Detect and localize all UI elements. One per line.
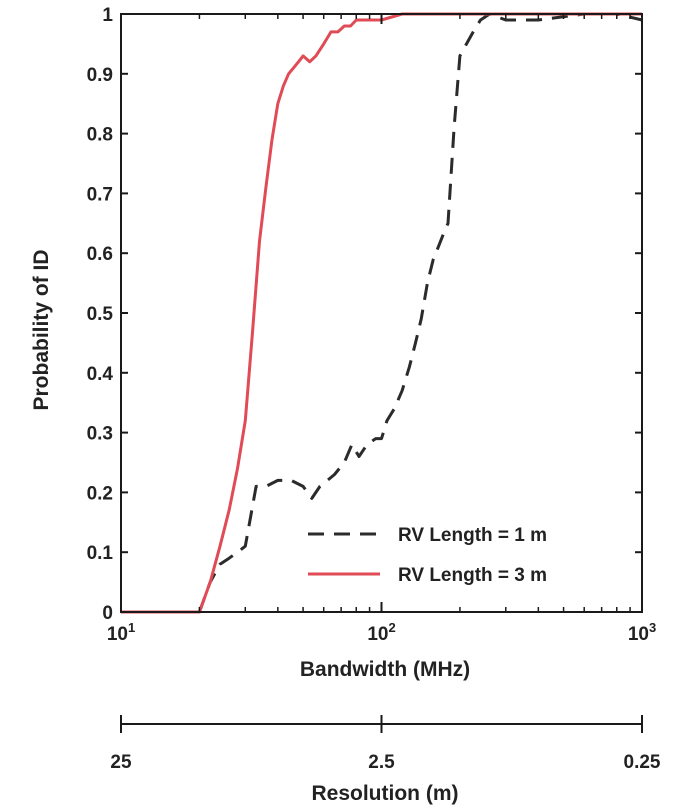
legend-label-series-1: RV Length = 1 m: [398, 525, 547, 546]
x-tick-label: 101: [107, 620, 135, 645]
y-tick-label: 0.2: [87, 483, 113, 504]
y-tick-label: 0.7: [87, 184, 113, 205]
y-tick-label: 0.5: [87, 304, 114, 325]
y-tick-label: 1: [102, 5, 113, 26]
y-tick-label: 0.9: [87, 65, 113, 86]
y-tick-label: 0.3: [87, 424, 113, 445]
series-layer: [121, 12, 643, 614]
resolution-tick-label: 25: [110, 752, 132, 773]
y-tick-label: 0.8: [87, 125, 113, 146]
resolution-tick-label: 2.5: [368, 752, 395, 773]
y-tick-label: 0.4: [87, 364, 114, 385]
y-tick-label: 0.6: [87, 244, 113, 265]
plot-area: 0 0.1 0.2 0.3 0.4 0.5 0.6 0.7 0.8 0.9 1 101 102 103: [87, 5, 657, 645]
y-tick-label: 0: [102, 603, 113, 624]
series-line-1: [121, 12, 643, 614]
y-axis-title: Probability of ID: [30, 249, 53, 410]
resolution-axis: 25 2.5 0.25: [110, 715, 661, 773]
legend: RV Length = 1 m RV Length = 3 m: [308, 525, 547, 586]
x-tick-label: 103: [628, 620, 656, 645]
series-line-2: [121, 12, 642, 614]
resolution-tick-label: 0.25: [624, 752, 661, 773]
resolution-axis-title: Resolution (m): [312, 782, 459, 805]
ticks-layer: 0 0.1 0.2 0.3 0.4 0.5 0.6 0.7 0.8 0.9 1 101 102 103: [87, 5, 657, 645]
y-tick-label: 0.1: [87, 543, 114, 564]
legend-label-series-2: RV Length = 3 m: [398, 565, 547, 586]
x-axis-title: Bandwidth (MHz): [300, 658, 470, 681]
x-tick-label: 102: [367, 620, 395, 645]
